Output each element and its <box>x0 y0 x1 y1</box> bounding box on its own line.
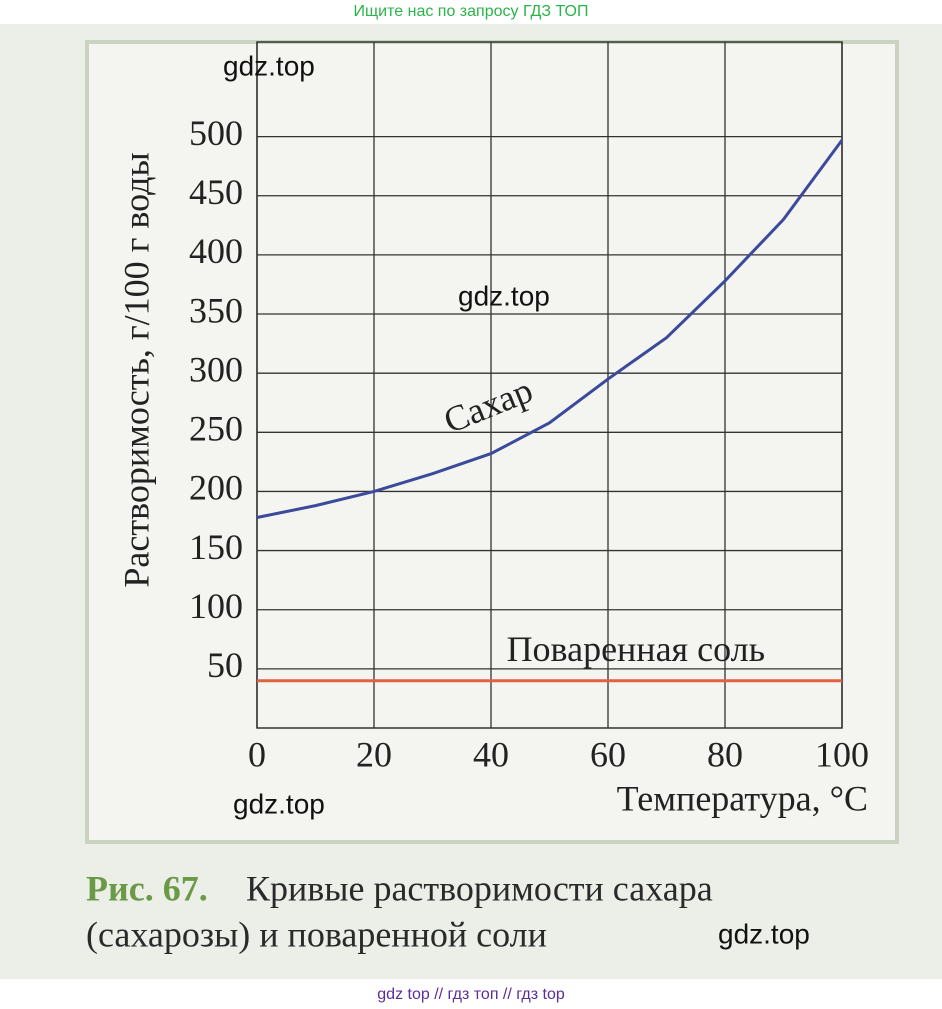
x-tick-label: 60 <box>590 734 626 774</box>
watermark: gdz.top <box>718 918 810 949</box>
figure-frame <box>85 40 899 844</box>
banner: Ищите нас по запросу ГДЗ ТОП <box>354 3 589 20</box>
y-tick-label: 350 <box>189 290 243 330</box>
y-tick-label: 100 <box>189 586 243 626</box>
x-tick-label: 100 <box>815 734 869 774</box>
watermark: gdz.top <box>223 50 315 81</box>
data-line <box>256 139 844 519</box>
y-tick-label: 200 <box>189 468 243 508</box>
caption-text: Кривые растворимости сахара <box>246 868 713 908</box>
footer-links: gdz top // гдз топ // гдз top <box>377 986 565 1003</box>
y-tick-label: 400 <box>189 231 243 271</box>
y-tick-label: 450 <box>189 172 243 212</box>
x-axis-label: Температура, °C <box>617 778 868 818</box>
y-tick-label: 500 <box>189 113 243 153</box>
y-tick-label: 250 <box>189 409 243 449</box>
caption-text: (сахарозы) и поваренной соли <box>86 914 547 954</box>
x-tick-label: 20 <box>356 734 392 774</box>
y-tick-label: 300 <box>189 349 243 389</box>
caption-label: Рис. 67. <box>86 868 208 908</box>
y-tick-label: 150 <box>189 527 243 567</box>
y-tick-label: 50 <box>207 645 243 685</box>
x-tick-label: 40 <box>473 734 509 774</box>
y-axis-label: Растворимость, г/100 г воды <box>116 152 156 587</box>
x-tick-label: 0 <box>248 734 266 774</box>
x-tick-label: 80 <box>707 734 743 774</box>
series-label: Поваренная соль <box>507 629 765 669</box>
watermark: gdz.top <box>233 788 325 819</box>
watermark: gdz.top <box>458 280 550 311</box>
